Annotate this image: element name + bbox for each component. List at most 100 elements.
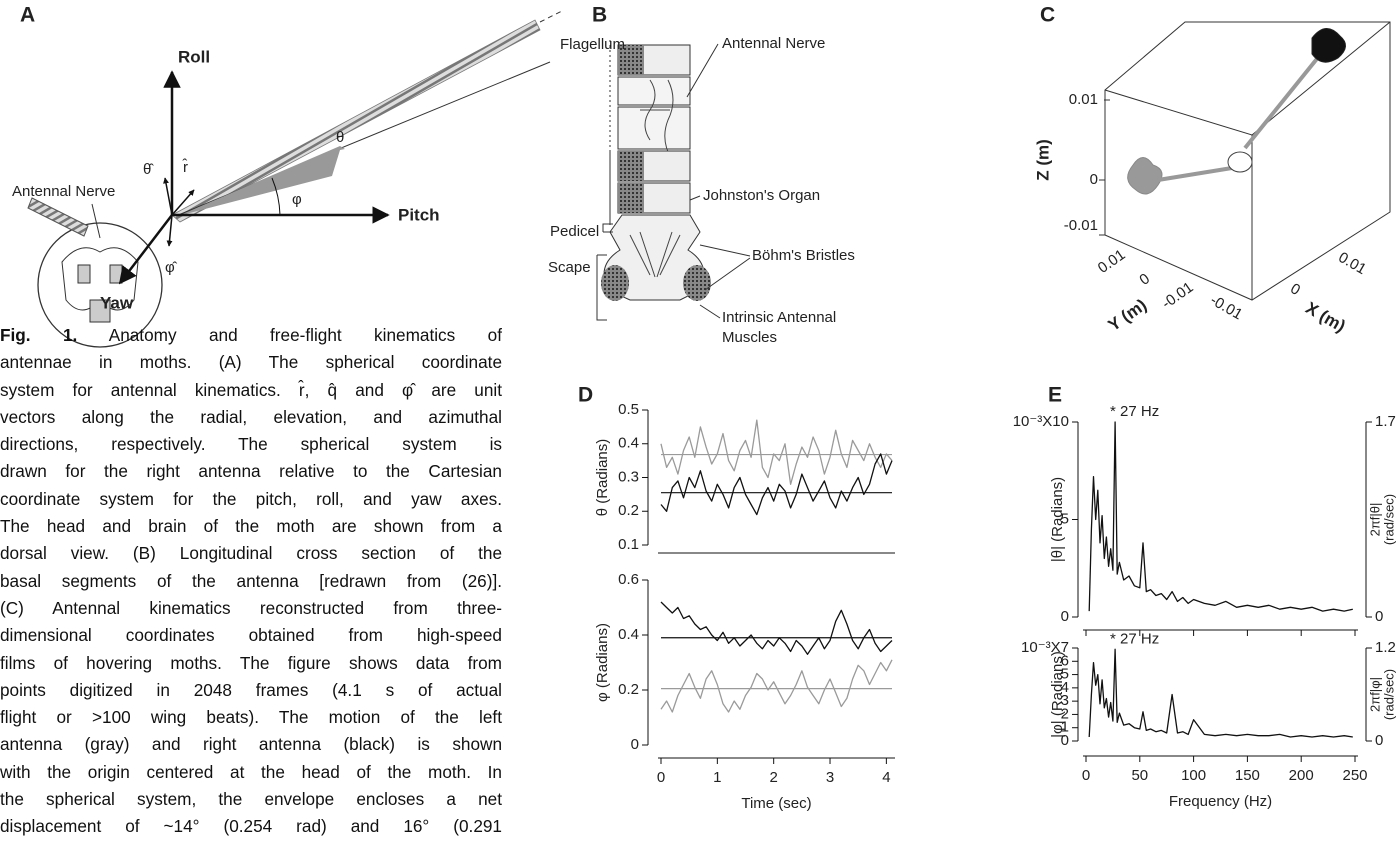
charts: D 0.1 0.2 0.3 0.4 0.5 θ (Radians) 0 0.2 0.4 0.6 φ (… <box>578 384 1396 812</box>
y-tick-label: 0.3 <box>618 468 639 485</box>
phi-arc <box>271 177 281 216</box>
angle-label: θ <box>336 129 344 146</box>
right-antenna <box>171 19 541 223</box>
segment <box>617 106 691 150</box>
r-hat-vector <box>171 189 195 216</box>
y-tick-label: 0.1 <box>618 536 639 553</box>
y2-axis-label: (rad/sec) <box>1381 494 1396 545</box>
axis-label: Yaw <box>100 293 134 312</box>
segment-shade <box>618 183 644 213</box>
vector-label: θ̂ <box>143 161 154 178</box>
y-axis-label: |θ| (Radians) <box>1049 477 1066 562</box>
part-label: Intrinsic Antennal <box>722 309 836 326</box>
x-tick-label: 200 <box>1289 767 1314 784</box>
x-axis-label: Frequency (Hz) <box>1169 793 1272 810</box>
leader-line <box>91 203 101 239</box>
caption-line: system for antennal kinematics. r̂, q̂ a… <box>0 379 502 400</box>
y-tick-label: 0.5 <box>618 401 639 418</box>
x-tick-label: 100 <box>1181 767 1206 784</box>
y-tick-label: 0 <box>1061 608 1069 625</box>
caption-line: antennae in moths. (A) The spherical coo… <box>0 352 502 373</box>
bracket <box>596 150 613 321</box>
y2-tick-label: 1.7 <box>1375 413 1396 430</box>
y-tick-label: 0.2 <box>618 502 639 519</box>
tick-label: -0.01 <box>1064 217 1098 234</box>
head-origin <box>1227 151 1253 173</box>
part-label: Pedicel <box>550 223 599 240</box>
panel-label: E <box>1048 384 1062 407</box>
antenna-extension <box>539 10 563 23</box>
y-tick-label: 2 <box>1061 705 1069 722</box>
head <box>37 222 163 348</box>
y-tick-label: 0 <box>1061 732 1069 749</box>
caption-line: flight or >100 wing beats). The motion o… <box>0 707 502 728</box>
y-tick-label: 0 <box>631 736 639 753</box>
y-tick-label: 0.6 <box>618 571 639 588</box>
y-tick-label: 10⁻³X7 <box>1021 639 1069 656</box>
caption: Fig. 1. Anatomy and free-flight kinemati… <box>0 322 502 841</box>
y-axis-label: φ (Radians) <box>594 623 611 702</box>
caption-line: displacement of ~14° (0.254 rad) and 16°… <box>0 816 502 837</box>
axis-label: Pitch <box>398 205 440 224</box>
data-line <box>660 601 893 655</box>
tick-label: 0.01 <box>1095 246 1129 277</box>
panel-a: A Roll Pitch Yaw Antennal Nerve θ̂ r̂ φ̂… <box>12 4 563 348</box>
panel-c: C 0.01 0 -0.01 Z (m) 0.01 0 -0.01 Y (m) … <box>1033 4 1391 336</box>
axis-label: Y (m) <box>1105 295 1150 335</box>
segment-shade <box>618 151 644 181</box>
y2-axis-label: 2πf|φ| <box>1367 677 1382 712</box>
y-tick-label: 3 <box>1061 692 1069 709</box>
y-tick-label: 0.2 <box>618 681 639 698</box>
annotation: * 27 Hz <box>1110 630 1159 647</box>
y-tick-label: 6 <box>1061 652 1069 669</box>
y2-tick-label: 0 <box>1375 608 1383 625</box>
y2-axis-label: 2πf|θ| <box>1367 503 1382 537</box>
tick-label: 0 <box>1287 280 1303 299</box>
panel-label: A <box>20 4 35 27</box>
tick <box>1099 99 1110 236</box>
left-antenna <box>27 197 89 237</box>
theta-hat-vector <box>163 177 173 216</box>
panel-label: B <box>592 4 607 27</box>
brain <box>61 247 139 311</box>
x-tick-label: 4 <box>882 769 890 786</box>
data-line <box>660 453 893 516</box>
leader-line <box>686 43 751 319</box>
tick-label: -0.01 <box>1207 292 1245 324</box>
axis-label: Z (m) <box>1033 139 1052 181</box>
x-tick-label: 2 <box>770 769 778 786</box>
y-axis-label: θ (Radians) <box>594 439 611 517</box>
part-label: Scape <box>548 259 591 276</box>
y-tick-label: 5 <box>1061 510 1069 527</box>
vector-label: φ̂ <box>165 259 178 276</box>
tick-label: 0.01 <box>1069 91 1098 108</box>
x-tick-label: 250 <box>1342 767 1367 784</box>
right-trace <box>1311 28 1346 63</box>
muscle <box>683 265 711 301</box>
y-tick-label: 4 <box>1061 679 1069 696</box>
caption-line: directions, respectively. The spherical … <box>0 434 502 455</box>
y-tick-label: 10⁻³X10 <box>1013 413 1069 430</box>
vector-label: r̂ <box>182 158 188 176</box>
y-tick-label: 5 <box>1061 666 1069 683</box>
panel-b: B Flagellum Antennal Nerve Johnston's Or… <box>548 4 855 346</box>
part-label: Böhm's Bristles <box>752 247 855 264</box>
tick-label: 0 <box>1136 270 1153 289</box>
caption-line: (C) Antennal kinematics reconstructed fr… <box>0 597 502 618</box>
bristles <box>629 231 681 278</box>
part-label: Muscles <box>722 329 777 346</box>
part-label: Johnston's Organ <box>703 187 820 204</box>
caption-lead: Fig. 1. <box>0 325 78 345</box>
caption-line: dorsal view. (B) Longitudinal cross sect… <box>0 543 502 564</box>
caption-line: drawn for the right antenna relative to … <box>0 461 502 482</box>
caption-line: points digitized in 2048 frames (4.1 s o… <box>0 679 502 700</box>
panel-label: D <box>578 384 593 407</box>
y-tick-label: 0.4 <box>618 626 639 643</box>
annotation: * 27 Hz <box>1110 403 1159 420</box>
y-tick-label: 0.4 <box>618 435 639 452</box>
caption-line: antenna (gray) and right antenna (black)… <box>0 734 502 755</box>
caption-line: Fig. 1. Anatomy and free-flight kinemati… <box>0 322 502 349</box>
caption-text: Anatomy and free-flight kinematics of <box>77 325 502 345</box>
